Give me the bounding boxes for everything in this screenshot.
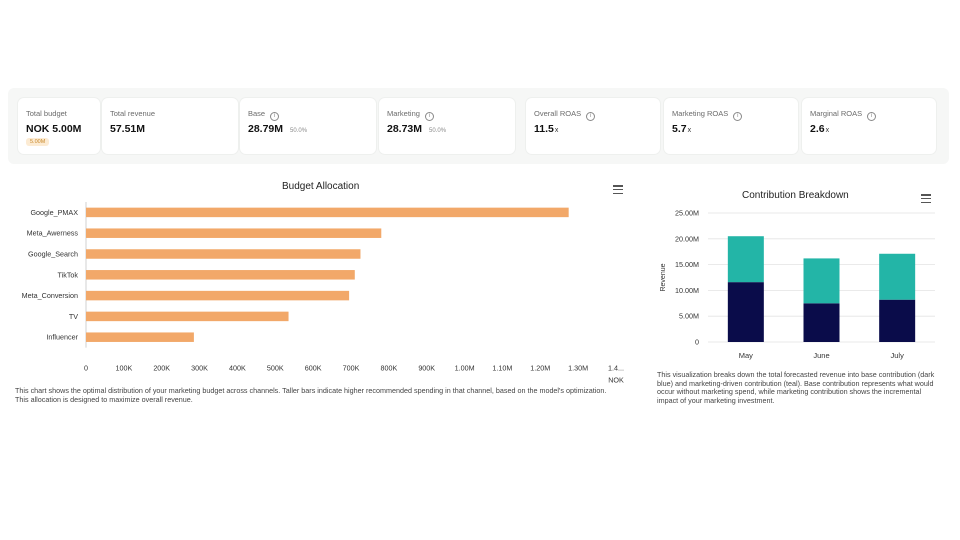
menu-icon[interactable]	[613, 185, 623, 196]
category-label: TV	[69, 312, 78, 321]
category-label: TikTok	[58, 270, 79, 279]
x-tick-label: 500K	[267, 364, 284, 373]
kpi-value: 28.73M 50.0%	[387, 123, 446, 135]
kpi-value-text: 5.7	[672, 123, 687, 135]
category-label: Influencer	[46, 333, 78, 342]
budget-chart-title: Budget Allocation	[282, 181, 360, 192]
kpi-label-text: Marketing	[387, 109, 420, 118]
contribution-breakdown-panel: Contribution Breakdown	[652, 178, 944, 368]
kpi-label-text: Base	[248, 109, 266, 118]
kpi-marketing[interactable]: Marketing i 28.73M 50.0%	[379, 98, 515, 154]
kpi-unit: x	[825, 127, 830, 134]
kpi-label-text: Overall ROAS	[534, 109, 582, 118]
kpi-value-text: 28.79M	[248, 123, 284, 135]
kpi-strip: Total budget NOK 5.00M 5.00M Total reven…	[8, 88, 949, 164]
x-tick-label: 100K	[115, 364, 132, 373]
kpi-unit: x	[554, 127, 559, 134]
y-tick-label: 25.00M	[675, 209, 699, 218]
x-tick-label: 800K	[380, 364, 397, 373]
budget-chart-description: This chart shows the optimal distributio…	[15, 386, 607, 404]
y-tick-label: 20.00M	[675, 234, 699, 243]
kpi-percent: 50.0%	[290, 128, 308, 134]
marketing-bar	[803, 258, 840, 304]
kpi-base[interactable]: Base i 28.79M 50.0%	[240, 98, 376, 154]
x-tick-label: 1.10M	[492, 364, 512, 373]
contribution-chart-description: This visualization breaks down the total…	[657, 370, 935, 405]
contribution-chart-title: Contribution Breakdown	[742, 190, 849, 201]
kpi-total-budget[interactable]: Total budget NOK 5.00M 5.00M	[18, 98, 100, 154]
kpi-value-text: 11.5	[534, 123, 554, 135]
budget-bar	[86, 290, 350, 301]
kpi-value: 2.6x	[810, 123, 829, 135]
kpi-value: 28.79M 50.0%	[248, 123, 307, 135]
kpi-value: 11.5x	[534, 123, 558, 135]
kpi-marketing-roas[interactable]: Marketing ROAS i 5.7x	[664, 98, 798, 154]
x-tick-label: 400K	[229, 364, 246, 373]
x-tick-label: 1.4...	[608, 364, 624, 373]
contribution-breakdown-chart: 0 5.00M 10.00M 15.00M 20.00M 25.00M Revenue May…	[660, 209, 935, 360]
budget-badge: 5.00M	[26, 138, 50, 146]
budget-bar	[86, 228, 382, 238]
category-label: Google_Search	[28, 250, 78, 259]
x-tick-label: 0	[84, 364, 88, 373]
budget-allocation-chart: Google_PMAX Meta_Awerness Google_Search Tik…	[22, 202, 624, 385]
info-icon[interactable]: i	[270, 112, 280, 121]
kpi-marginal-roas[interactable]: Marginal ROAS i 2.6x	[802, 98, 936, 154]
kpi-total-revenue[interactable]: Total revenue 57.51M	[102, 98, 238, 154]
kpi-percent: 50.0%	[429, 128, 447, 134]
kpi-overall-roas[interactable]: Overall ROAS i 11.5x	[526, 98, 660, 154]
x-tick-label: May	[739, 351, 753, 360]
menu-icon[interactable]	[921, 194, 931, 205]
kpi-label: Marketing ROAS i	[672, 109, 743, 121]
budget-bar	[86, 207, 569, 218]
kpi-value: 5.7x	[672, 123, 691, 135]
base-bar	[803, 303, 840, 342]
info-icon[interactable]: i	[867, 112, 877, 121]
info-icon[interactable]: i	[424, 112, 434, 121]
base-bar	[727, 282, 764, 342]
kpi-value: NOK 5.00M	[26, 123, 82, 135]
category-label: Google_PMAX	[30, 208, 78, 217]
budget-bar	[86, 332, 194, 342]
category-label: Meta_Awerness	[27, 229, 79, 238]
kpi-label: Marketing i	[387, 109, 434, 121]
x-tick-label: 1.20M	[530, 364, 550, 373]
info-icon[interactable]: i	[586, 112, 596, 121]
kpi-label: Overall ROAS i	[534, 109, 596, 121]
x-tick-label: 1.30M	[568, 364, 588, 373]
x-tick-label: 200K	[153, 364, 170, 373]
x-tick-label: June	[813, 351, 829, 360]
kpi-value-text: 28.73M	[387, 123, 423, 135]
y-tick-label: 5.00M	[679, 312, 699, 321]
budget-bar	[86, 270, 355, 280]
marketing-bar	[879, 253, 916, 300]
kpi-label: Total budget	[26, 109, 67, 118]
budget-bar	[86, 249, 361, 259]
x-tick-label: 300K	[191, 364, 208, 373]
x-tick-label: 700K	[343, 364, 360, 373]
budget-bar	[86, 311, 289, 322]
y-tick-label: 0	[695, 338, 699, 347]
kpi-unit: x	[687, 127, 692, 134]
y-axis-label: Revenue	[660, 263, 667, 291]
kpi-label: Base i	[248, 109, 280, 121]
x-axis-label: NOK	[608, 376, 624, 385]
kpi-value: 57.51M	[110, 123, 146, 135]
info-icon[interactable]: i	[733, 112, 743, 121]
x-tick-label: 600K	[305, 364, 322, 373]
y-tick-label: 15.00M	[675, 260, 699, 269]
kpi-value-text: 2.6	[810, 123, 825, 135]
x-tick-label: 1.00M	[455, 364, 475, 373]
category-label: Meta_Conversion	[22, 291, 78, 300]
base-bar	[879, 299, 916, 342]
kpi-label-text: Marginal ROAS	[810, 109, 863, 118]
kpi-label: Total revenue	[110, 109, 156, 118]
budget-allocation-panel: Budget Allocation	[0, 170, 640, 420]
kpi-label: Marginal ROAS i	[810, 109, 877, 121]
x-tick-label: July	[890, 351, 904, 360]
kpi-label-text: Marketing ROAS	[672, 109, 729, 118]
x-tick-label: 900K	[418, 364, 435, 373]
y-tick-label: 10.00M	[675, 286, 699, 295]
marketing-bar	[727, 236, 764, 283]
